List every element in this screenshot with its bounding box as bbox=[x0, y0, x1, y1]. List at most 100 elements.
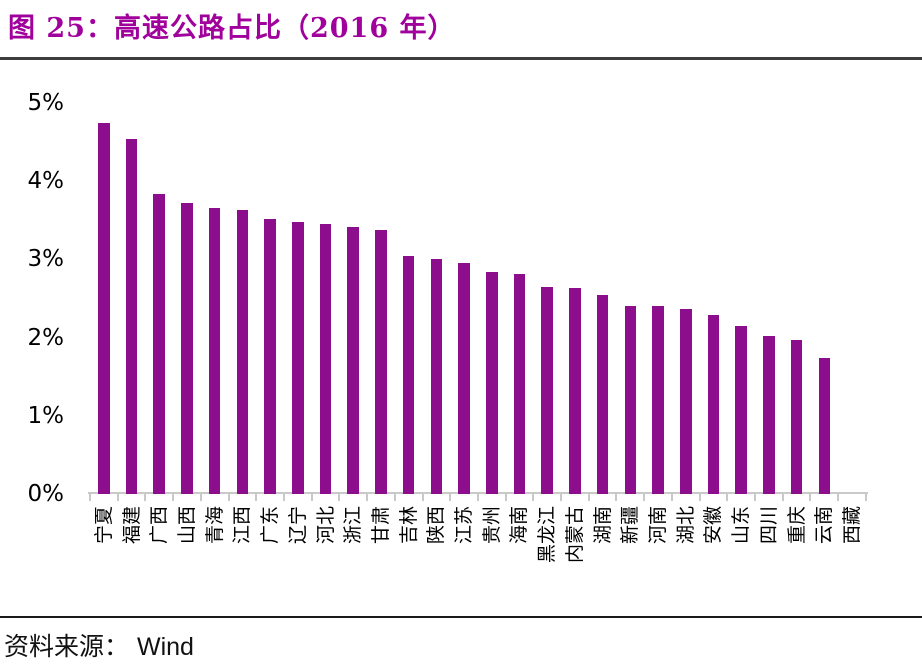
bar bbox=[430, 259, 443, 494]
x-axis-label: 湖北 bbox=[672, 494, 700, 629]
y-axis-label: 5% bbox=[27, 90, 65, 116]
x-axis-label: 山东 bbox=[727, 494, 755, 629]
x-axis-label: 内蒙古 bbox=[561, 494, 589, 629]
x-axis-label-text: 河南 bbox=[647, 506, 670, 545]
axis-tick bbox=[587, 492, 590, 501]
bar bbox=[181, 203, 193, 494]
x-axis-label-text: 广西 bbox=[148, 506, 171, 545]
x-axis-label-text: 宁夏 bbox=[92, 506, 115, 545]
x-axis-label: 甘肃 bbox=[367, 494, 395, 629]
axis-tick bbox=[560, 492, 563, 501]
axis-tick bbox=[837, 492, 840, 501]
x-axis-label: 宁夏 bbox=[90, 494, 118, 629]
x-axis-label-text: 黑龙江 bbox=[536, 506, 559, 564]
bar bbox=[236, 210, 249, 494]
axis-tick bbox=[643, 492, 646, 501]
axis-tick bbox=[199, 492, 202, 501]
bar bbox=[153, 193, 166, 494]
x-axis-label-text: 山西 bbox=[175, 506, 198, 545]
x-axis-label: 贵州 bbox=[478, 494, 506, 629]
axis-tick bbox=[255, 492, 258, 501]
axis-tick bbox=[338, 492, 341, 501]
figure-title: 图 25：高速公路占比（2016 年） bbox=[8, 13, 456, 44]
x-axis-label-text: 新疆 bbox=[619, 506, 642, 545]
x-axis-label: 安徽 bbox=[700, 494, 728, 629]
bar bbox=[347, 226, 360, 494]
x-axis-label-text: 四川 bbox=[757, 506, 780, 545]
x-axis-label: 海南 bbox=[506, 494, 534, 629]
x-axis-label-text: 青海 bbox=[203, 506, 226, 545]
x-axis-label: 广东 bbox=[256, 494, 284, 629]
axis-tick bbox=[144, 492, 147, 501]
x-axis-label-text: 浙江 bbox=[342, 506, 365, 545]
bar bbox=[125, 138, 138, 494]
y-axis-label: 3% bbox=[27, 246, 65, 273]
x-axis-label-text: 西藏 bbox=[841, 506, 863, 545]
axis-tick bbox=[698, 492, 701, 501]
axis-tick bbox=[781, 492, 784, 501]
bar bbox=[679, 308, 692, 494]
x-axis-label-text: 陕西 bbox=[425, 506, 448, 545]
axis-tick bbox=[504, 492, 507, 501]
x-axis-label: 湖南 bbox=[589, 494, 617, 629]
source-note: 资料来源： Wind bbox=[4, 627, 194, 663]
x-axis-label: 重庆 bbox=[783, 494, 811, 629]
x-axis-label-text: 重庆 bbox=[785, 506, 808, 545]
x-axis-label: 辽宁 bbox=[284, 494, 312, 629]
bar bbox=[458, 262, 470, 494]
source-value: Wind bbox=[136, 633, 194, 661]
axis-tick bbox=[449, 492, 452, 501]
axis-tick bbox=[393, 492, 396, 501]
source-label: 资料来源： bbox=[4, 632, 130, 661]
bar bbox=[818, 357, 831, 494]
bar bbox=[624, 305, 637, 494]
x-axis-label-text: 湖南 bbox=[591, 506, 614, 545]
x-axis-label: 河北 bbox=[312, 494, 340, 629]
footer-divider bbox=[0, 616, 922, 618]
axis-tick bbox=[864, 492, 867, 501]
x-axis-label: 福建 bbox=[118, 494, 146, 629]
bar bbox=[707, 314, 720, 494]
x-axis-label: 河南 bbox=[644, 494, 672, 629]
x-axis-label-text: 吉林 bbox=[397, 506, 420, 545]
x-axis-label-text: 湖北 bbox=[674, 506, 697, 545]
x-axis-label-text: 安徽 bbox=[702, 506, 725, 545]
bar bbox=[596, 295, 609, 494]
x-axis-label-text: 甘肃 bbox=[369, 506, 392, 545]
x-axis-label: 广西 bbox=[145, 494, 173, 629]
bar bbox=[485, 271, 498, 494]
bar bbox=[319, 224, 332, 494]
x-axis-label-text: 辽宁 bbox=[286, 506, 309, 545]
x-axis-label-text: 广东 bbox=[259, 506, 282, 545]
axis-tick bbox=[615, 492, 618, 501]
bar bbox=[264, 218, 276, 494]
title-divider bbox=[0, 57, 922, 60]
axis-tick bbox=[310, 492, 313, 501]
x-axis-label-text: 内蒙古 bbox=[563, 506, 586, 564]
y-axis-label: 0% bbox=[27, 481, 65, 507]
x-axis-label-text: 江西 bbox=[231, 506, 254, 545]
y-axis-label: 4% bbox=[27, 168, 65, 195]
axis-tick bbox=[282, 492, 285, 501]
x-axis-label-text: 福建 bbox=[120, 506, 143, 545]
bar bbox=[735, 325, 747, 494]
bar bbox=[513, 274, 526, 494]
x-axis-label-text: 海南 bbox=[508, 506, 531, 545]
bar bbox=[292, 221, 304, 494]
x-axis-label: 山西 bbox=[173, 494, 201, 629]
axis-tick bbox=[532, 492, 535, 501]
axis-tick bbox=[421, 492, 424, 501]
bar bbox=[790, 339, 803, 494]
x-axis-label: 青海 bbox=[201, 494, 229, 629]
bar bbox=[208, 207, 221, 494]
y-axis-label: 1% bbox=[27, 402, 65, 429]
axis-tick bbox=[89, 492, 91, 501]
x-axis-label: 江苏 bbox=[450, 494, 478, 629]
axis-tick bbox=[726, 492, 729, 501]
x-axis-label: 黑龙江 bbox=[533, 494, 561, 629]
axis-tick bbox=[670, 492, 673, 501]
bar bbox=[569, 288, 581, 494]
bar bbox=[541, 286, 553, 494]
x-axis-label-text: 贵州 bbox=[480, 506, 503, 545]
